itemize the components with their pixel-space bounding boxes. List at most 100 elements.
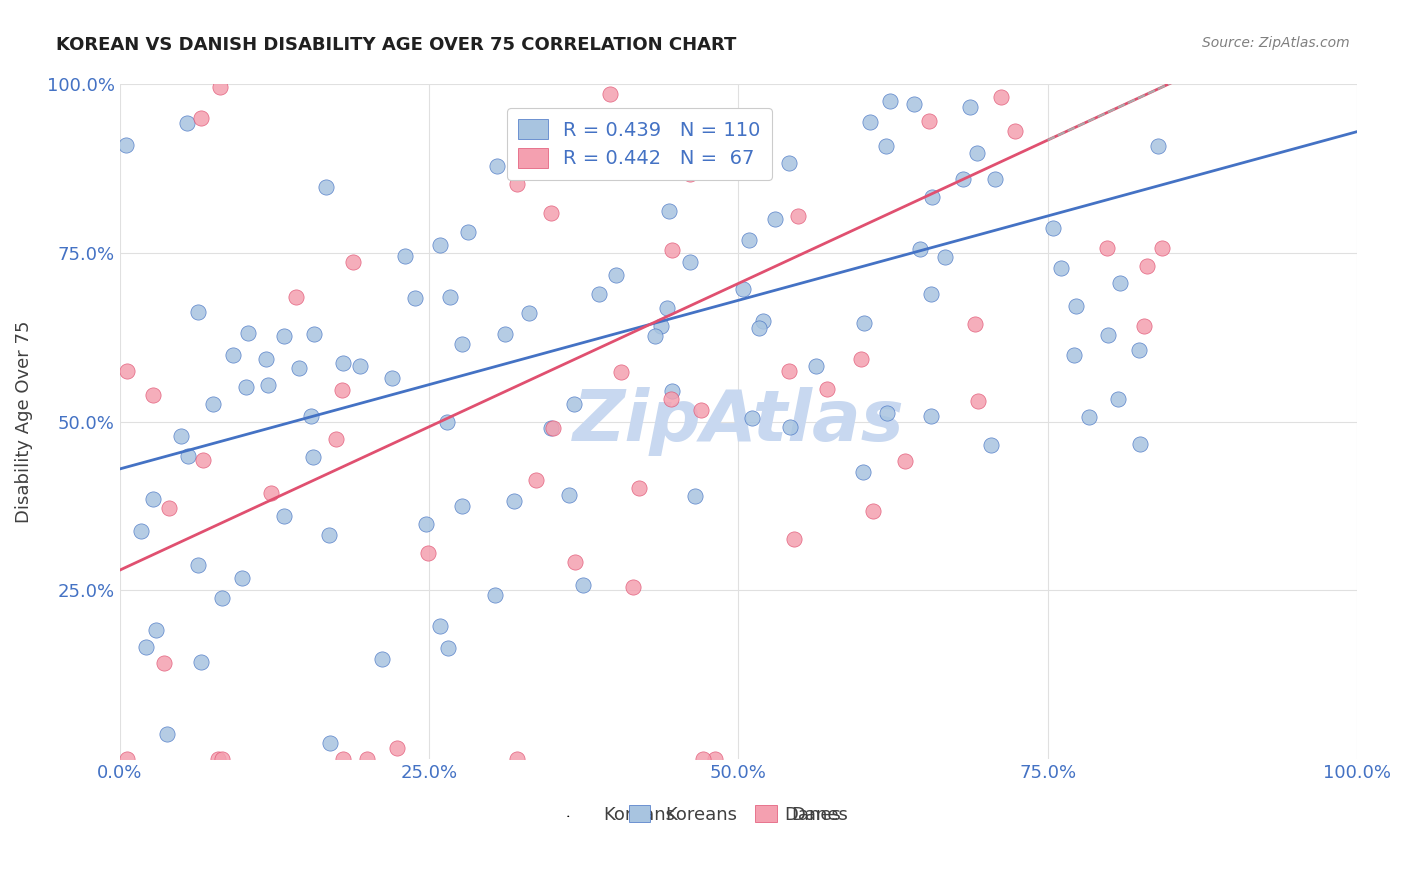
Point	[918, 114, 941, 128]
Point	[1019, 64, 1042, 78]
Point	[644, 328, 666, 343]
Point	[235, 380, 257, 394]
Point	[211, 591, 233, 606]
Point	[404, 291, 426, 305]
Point	[145, 624, 167, 638]
Point	[699, 64, 721, 78]
Point	[115, 363, 138, 377]
Point	[628, 481, 651, 495]
Point	[599, 87, 621, 102]
Point	[494, 326, 516, 341]
Point	[731, 282, 754, 296]
Point	[207, 752, 229, 766]
Point	[908, 242, 931, 256]
Point	[1146, 139, 1168, 153]
Point	[157, 64, 180, 78]
Point	[356, 752, 378, 766]
Point	[485, 159, 508, 173]
Point	[152, 657, 174, 671]
Point	[284, 290, 307, 304]
Point	[980, 438, 1002, 452]
Point	[177, 450, 200, 464]
Point	[980, 64, 1002, 78]
Point	[859, 114, 882, 128]
Point	[436, 640, 458, 655]
Point	[778, 364, 800, 378]
Point	[142, 388, 165, 402]
Point	[588, 286, 610, 301]
Point	[115, 752, 138, 766]
Point	[1085, 64, 1108, 78]
Point	[191, 452, 214, 467]
Point	[778, 156, 800, 170]
Point	[201, 397, 224, 411]
Point	[1123, 64, 1146, 78]
Point	[661, 243, 683, 257]
Point	[852, 465, 875, 479]
Point	[394, 249, 416, 263]
Point	[190, 655, 212, 669]
Point	[952, 172, 974, 186]
Point	[920, 409, 942, 424]
Point	[323, 64, 346, 78]
Point	[451, 336, 474, 351]
Point	[505, 752, 527, 766]
Point	[564, 555, 586, 569]
Point	[815, 382, 838, 396]
Point	[748, 321, 770, 335]
Point	[763, 211, 786, 226]
Point	[236, 326, 259, 340]
Point	[987, 64, 1010, 78]
Point	[659, 392, 682, 406]
Point	[257, 378, 280, 392]
Point	[299, 409, 322, 423]
Point	[457, 225, 479, 239]
Point	[1150, 241, 1173, 255]
Point	[1126, 64, 1149, 78]
Point	[703, 752, 725, 766]
Point	[387, 740, 409, 755]
Point	[894, 453, 917, 467]
Point	[650, 319, 672, 334]
Point	[1085, 64, 1108, 78]
Point	[1097, 328, 1119, 343]
Point	[862, 504, 884, 518]
Point	[921, 190, 943, 204]
Point	[967, 394, 990, 409]
Point	[806, 359, 828, 373]
Point	[429, 619, 451, 633]
Point	[737, 150, 759, 164]
Point	[658, 203, 681, 218]
Point	[416, 64, 439, 78]
Point	[621, 580, 644, 594]
Point	[541, 421, 564, 435]
Text: ZipAtlas: ZipAtlas	[572, 387, 904, 456]
Point	[319, 736, 342, 750]
Point	[558, 487, 581, 501]
Point	[484, 588, 506, 602]
Point	[170, 428, 193, 442]
Point	[540, 206, 562, 220]
Point	[222, 348, 245, 362]
Point	[965, 318, 987, 332]
Point	[505, 177, 527, 191]
Text: Source: ZipAtlas.com: Source: ZipAtlas.com	[1202, 36, 1350, 50]
Point	[416, 546, 439, 560]
Point	[655, 301, 678, 315]
Point	[966, 146, 988, 161]
Point	[605, 268, 627, 282]
Point	[260, 485, 283, 500]
Point	[371, 652, 394, 666]
Point	[1133, 318, 1156, 333]
Point	[934, 250, 956, 264]
Point	[315, 179, 337, 194]
Point	[1049, 261, 1071, 276]
Point	[1042, 221, 1064, 235]
Point	[984, 172, 1007, 186]
Point	[436, 415, 458, 429]
Point	[692, 752, 714, 766]
Point	[853, 316, 876, 330]
Point	[332, 752, 354, 766]
Point	[783, 533, 806, 547]
Point	[875, 139, 897, 153]
